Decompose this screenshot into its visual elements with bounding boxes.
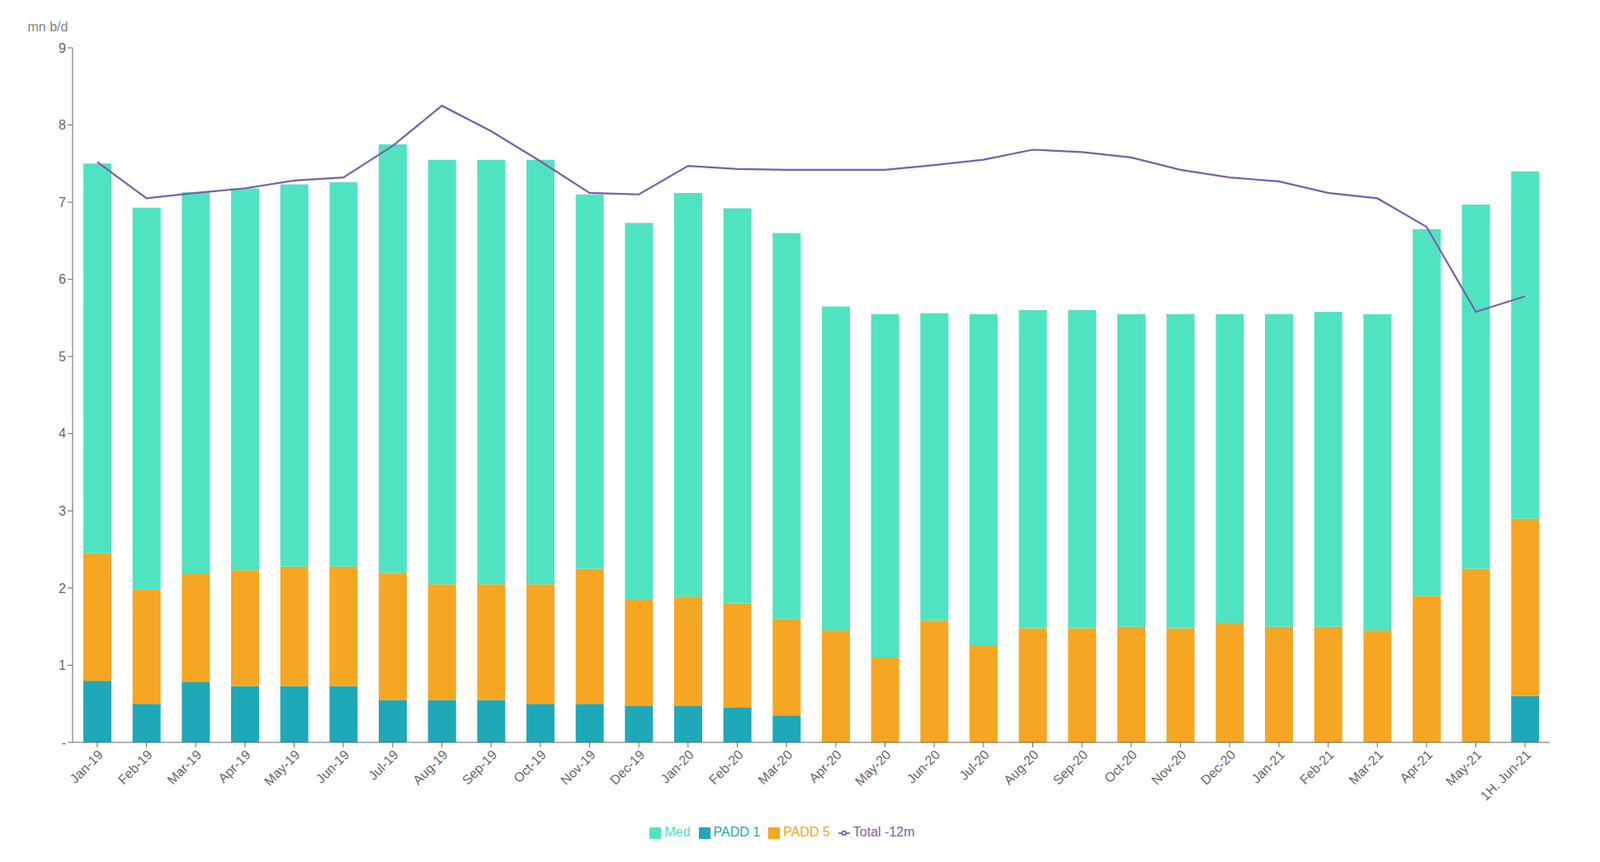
svg-text:Nov-20: Nov-20: [1148, 747, 1190, 789]
svg-text:6: 6: [58, 272, 67, 287]
svg-text:4: 4: [58, 426, 67, 441]
svg-text:Mar-19: Mar-19: [164, 747, 204, 788]
svg-text:Dec-20: Dec-20: [1198, 747, 1239, 789]
svg-text:1H. Jun-21: 1H. Jun-21: [1477, 747, 1534, 803]
svg-text:2: 2: [58, 581, 67, 596]
svg-text:Oct-20: Oct-20: [1101, 747, 1140, 786]
svg-text:8: 8: [58, 117, 67, 133]
svg-text:Jul-19: Jul-19: [365, 747, 402, 784]
svg-text:Sep-20: Sep-20: [1050, 747, 1091, 789]
svg-text:Nov-19: Nov-19: [557, 747, 599, 789]
svg-text:Dec-19: Dec-19: [607, 747, 648, 789]
html-text:PADD 5: PADD 5: [783, 825, 830, 840]
html-text:Total -12m: Total -12m: [853, 825, 915, 840]
svg-text:Mar-21: Mar-21: [1345, 747, 1386, 788]
svg-text:3: 3: [58, 504, 67, 519]
svg-text:May-21: May-21: [1443, 747, 1485, 789]
svg-text:Oct-19: Oct-19: [510, 747, 549, 786]
svg-text:Feb-20: Feb-20: [706, 747, 746, 788]
svg-text:-: -: [61, 736, 67, 751]
html-text:PADD 1: PADD 1: [713, 825, 761, 840]
svg-text:Apr-20: Apr-20: [806, 747, 845, 786]
svg-text:Apr-19: Apr-19: [215, 747, 254, 786]
svg-text:9: 9: [58, 41, 67, 56]
svg-text:Jun-19: Jun-19: [313, 747, 353, 787]
svg-text:Feb-19: Feb-19: [115, 747, 156, 788]
svg-text:Jan-20: Jan-20: [657, 747, 697, 787]
svg-text:Mar-20: Mar-20: [755, 747, 795, 788]
svg-text:Aug-20: Aug-20: [1000, 747, 1042, 789]
svg-text:7: 7: [58, 195, 67, 210]
svg-text:Jan-21: Jan-21: [1248, 747, 1288, 787]
svg-text:mn b/d: mn b/d: [28, 19, 69, 34]
svg-text:1: 1: [58, 658, 67, 673]
svg-text:5: 5: [58, 349, 67, 364]
svg-text:Jul-20: Jul-20: [956, 747, 992, 784]
svg-text:Feb-21: Feb-21: [1297, 747, 1337, 788]
svg-text:May-19: May-19: [261, 747, 303, 789]
svg-text:Jan-19: Jan-19: [66, 747, 106, 787]
svg-text:Sep-19: Sep-19: [459, 747, 501, 789]
svg-text:Aug-19: Aug-19: [410, 747, 451, 789]
svg-text:Jun-20: Jun-20: [904, 747, 944, 787]
svg-text:Apr-21: Apr-21: [1397, 747, 1435, 786]
html-text:Med: Med: [664, 825, 691, 840]
svg-text:May-20: May-20: [852, 747, 894, 789]
